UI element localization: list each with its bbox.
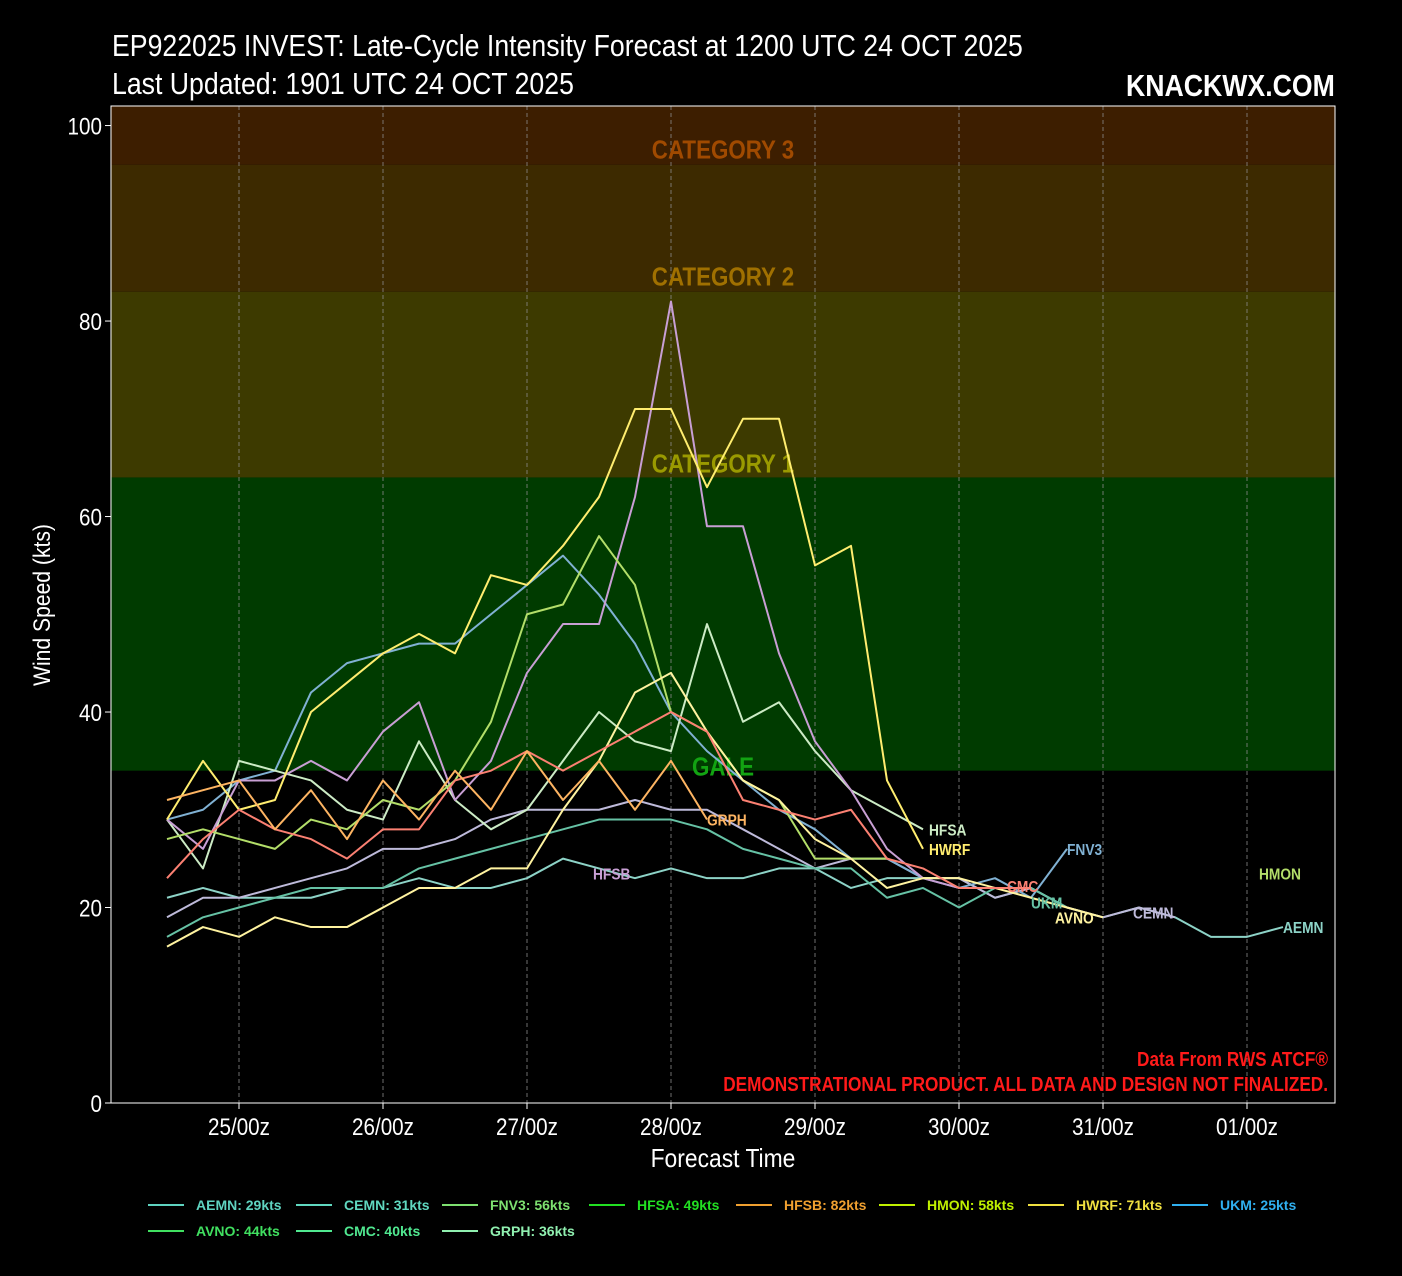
band-label-category-2: CATEGORY 2 — [652, 263, 794, 292]
series-label-ukm: UKM — [1031, 895, 1062, 913]
x-tick-label: 31/00z — [1072, 1114, 1134, 1141]
legend-swatch — [442, 1230, 478, 1232]
series-line-avno — [166, 671, 1104, 948]
legend-swatch — [296, 1204, 332, 1206]
x-axis-ticks: 25/00z 26/00z 27/00z 28/00z 29/00z 30/00z 31/0… — [208, 1103, 1278, 1140]
band-label-category-3: CATEGORY 3 — [652, 136, 794, 165]
series-label-hfsa: HFSA — [929, 821, 967, 839]
series-label-aemn: AEMN — [1283, 919, 1323, 937]
legend-label: AVNO: 44kts — [196, 1223, 280, 1239]
series-line-hfsb — [166, 300, 960, 889]
x-tick-label: 28/00z — [640, 1114, 702, 1141]
legend-swatch — [1028, 1204, 1064, 1206]
legend-item-aemn: AEMN: 29kts — [148, 1192, 282, 1218]
band-category-1 — [111, 291, 1335, 478]
series-label-hwrf: HWRF — [929, 841, 970, 859]
band-category-2 — [111, 164, 1335, 292]
series-label-hmon: HMON — [1259, 865, 1301, 883]
band-label-category-1: CATEGORY 1 — [652, 450, 794, 479]
legend-swatch — [1172, 1204, 1208, 1206]
series-label-cemn: CEMN — [1133, 904, 1173, 922]
grid-lines — [238, 106, 1248, 1103]
legend-label: GRPH: 36kts — [490, 1223, 575, 1239]
brand-label: KNACKWX.COM — [1126, 68, 1335, 103]
legend-item-grph: GRPH: 36kts — [442, 1218, 575, 1244]
series-label-grph: GRPH — [707, 812, 747, 830]
series-line-aemn — [166, 857, 1284, 938]
chart-subtitle: Last Updated: 1901 UTC 24 OCT 2025 — [112, 66, 574, 101]
band-category-3 — [111, 106, 1335, 165]
legend-label: AEMN: 29kts — [196, 1197, 282, 1213]
legend-item-hmon: HMON: 58kts — [879, 1192, 1014, 1218]
band-labels: GALE CATEGORY 1 CATEGORY 2 CATEGORY 3 — [652, 136, 794, 782]
legend-item-cmc: CMC: 40kts — [296, 1218, 420, 1244]
series-line-cemn — [166, 798, 1176, 919]
y-tick-label: 100 — [68, 113, 102, 140]
legend-swatch — [442, 1204, 478, 1206]
legend-swatch — [736, 1204, 772, 1206]
series-line-grph — [166, 750, 708, 841]
legend-label: CEMN: 31kts — [344, 1197, 430, 1213]
x-tick-label: 01/00z — [1216, 1114, 1278, 1141]
series-line-ukm — [166, 818, 1068, 938]
series-line-hfsa — [166, 623, 924, 870]
band-label-gale: GALE — [692, 753, 754, 782]
legend-label: HMON: 58kts — [927, 1197, 1015, 1213]
intensity-chart: GALE CATEGORY 1 CATEGORY 2 CATEGORY 3 AEMN C… — [29, 105, 1336, 1174]
legend-item-cemn: CEMN: 31kts — [296, 1192, 430, 1218]
legend-swatch — [589, 1204, 625, 1206]
disclaimer-note: DEMONSTRATIONAL PRODUCT. ALL DATA AND DE… — [723, 1073, 1328, 1096]
series-label-fnv3: FNV3 — [1067, 841, 1102, 859]
y-tick-label: 60 — [79, 504, 102, 531]
y-tick-label: 40 — [79, 700, 102, 727]
legend-item-hfsa: HFSA: 49kts — [589, 1192, 719, 1218]
y-tick-label: 20 — [79, 895, 102, 922]
legend-swatch — [148, 1204, 184, 1206]
y-axis-ticks: 0 20 40 60 80 100 — [68, 113, 111, 1117]
x-tick-label: 25/00z — [208, 1114, 270, 1141]
intensity-bands — [111, 106, 1335, 771]
y-tick-label: 0 — [91, 1091, 102, 1118]
x-tick-label: 29/00z — [784, 1114, 846, 1141]
series-line-hwrf — [166, 408, 924, 850]
series-label-hfsb: HFSB — [593, 865, 631, 883]
legend-swatch — [148, 1230, 184, 1232]
data-source-note: Data From RWS ATCF® — [1137, 1048, 1328, 1071]
legend-label: HFSB: 82kts — [784, 1197, 867, 1213]
legend-swatch — [879, 1204, 915, 1206]
legend-label: UKM: 25kts — [1220, 1197, 1297, 1213]
legend-item-avno: AVNO: 44kts — [148, 1218, 280, 1244]
chart-title: EP922025 INVEST: Late-Cycle Intensity Fo… — [112, 28, 1023, 63]
series-label-cmc: CMC — [1007, 878, 1039, 896]
legend-item-hwrf: HWRF: 71kts — [1028, 1192, 1162, 1218]
legend-label: HFSA: 49kts — [637, 1197, 720, 1213]
legend-label: FNV3: 56kts — [490, 1197, 571, 1213]
legend-item-hfsb: HFSB: 82kts — [736, 1192, 866, 1218]
x-tick-label: 26/00z — [352, 1114, 414, 1141]
series-lines — [166, 300, 1284, 948]
legend-label: HWRF: 71kts — [1076, 1197, 1163, 1213]
x-axis-label: Forecast Time — [651, 1145, 796, 1174]
legend-label: CMC: 40kts — [344, 1223, 421, 1239]
x-tick-label: 30/00z — [928, 1114, 990, 1141]
x-tick-label: 27/00z — [496, 1114, 558, 1141]
y-tick-label: 80 — [79, 309, 102, 336]
series-label-avno: AVNO — [1055, 909, 1094, 927]
series-tail-fnv3 — [1030, 848, 1068, 899]
legend-swatch — [296, 1230, 332, 1232]
plot-frame — [110, 105, 1336, 1104]
legend-item-fnv3: FNV3: 56kts — [442, 1192, 570, 1218]
y-axis-label: Wind Speed (kts) — [29, 524, 56, 686]
legend-item-ukm: UKM: 25kts — [1172, 1192, 1296, 1218]
series-line-cmc — [166, 711, 1031, 889]
